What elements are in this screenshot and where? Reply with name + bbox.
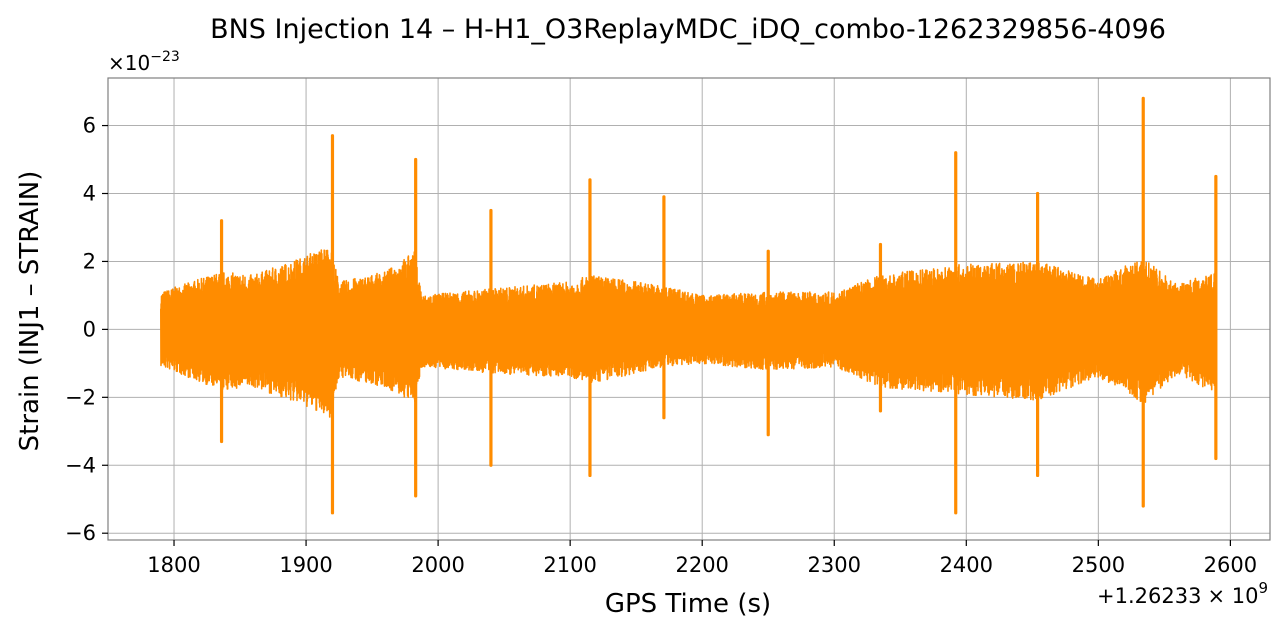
y-tick-label: 2 — [83, 249, 96, 273]
y-tick-label: 4 — [83, 182, 96, 206]
y-scale-factor: ×10−23 — [108, 49, 180, 75]
plot-frame — [107, 77, 1271, 541]
y-axis-label: Strain (INJ1 – STRAIN) — [15, 171, 45, 452]
y-scale-base: ×10 — [108, 51, 150, 75]
y-tick-label: −4 — [65, 453, 96, 477]
x-tick-label: 1800 — [147, 553, 200, 577]
x-tick-label: 2200 — [675, 553, 728, 577]
x-tick-label: 2600 — [1204, 553, 1257, 577]
x-offset-exponent: 9 — [1258, 579, 1268, 597]
x-axis-ticks: 1800 1900 2000 2100 2200 2300 2400 2500 2600 — [147, 540, 1257, 577]
y-tick-label: −2 — [65, 385, 96, 409]
x-tick-label: 2300 — [808, 553, 861, 577]
y-tick-label: 0 — [83, 317, 96, 341]
chart-title: BNS Injection 14 – H-H1_O3ReplayMDC_iDQ_… — [210, 14, 1166, 45]
x-tick-label: 2500 — [1072, 553, 1125, 577]
y-tick-label: 6 — [83, 114, 96, 138]
x-offset-value: +1.26233 — [1097, 584, 1201, 608]
x-tick-label: 2100 — [543, 553, 596, 577]
y-tick-label: −6 — [65, 521, 96, 545]
x-tick-label: 2000 — [411, 553, 464, 577]
x-axis-label: GPS Time (s) — [605, 589, 771, 619]
x-tick-label: 1900 — [279, 553, 332, 577]
x-offset-exponent-label: × 10 — [1207, 584, 1258, 608]
strain-trace — [160, 249, 1217, 418]
series-strain — [160, 96, 1218, 515]
x-offset-label: +1.26233 × 109 — [1097, 579, 1268, 608]
y-scale-exponent: −23 — [150, 49, 180, 65]
x-tick-label: 2400 — [940, 553, 993, 577]
y-axis-ticks: −6 −4 −2 0 2 4 6 — [65, 114, 108, 545]
